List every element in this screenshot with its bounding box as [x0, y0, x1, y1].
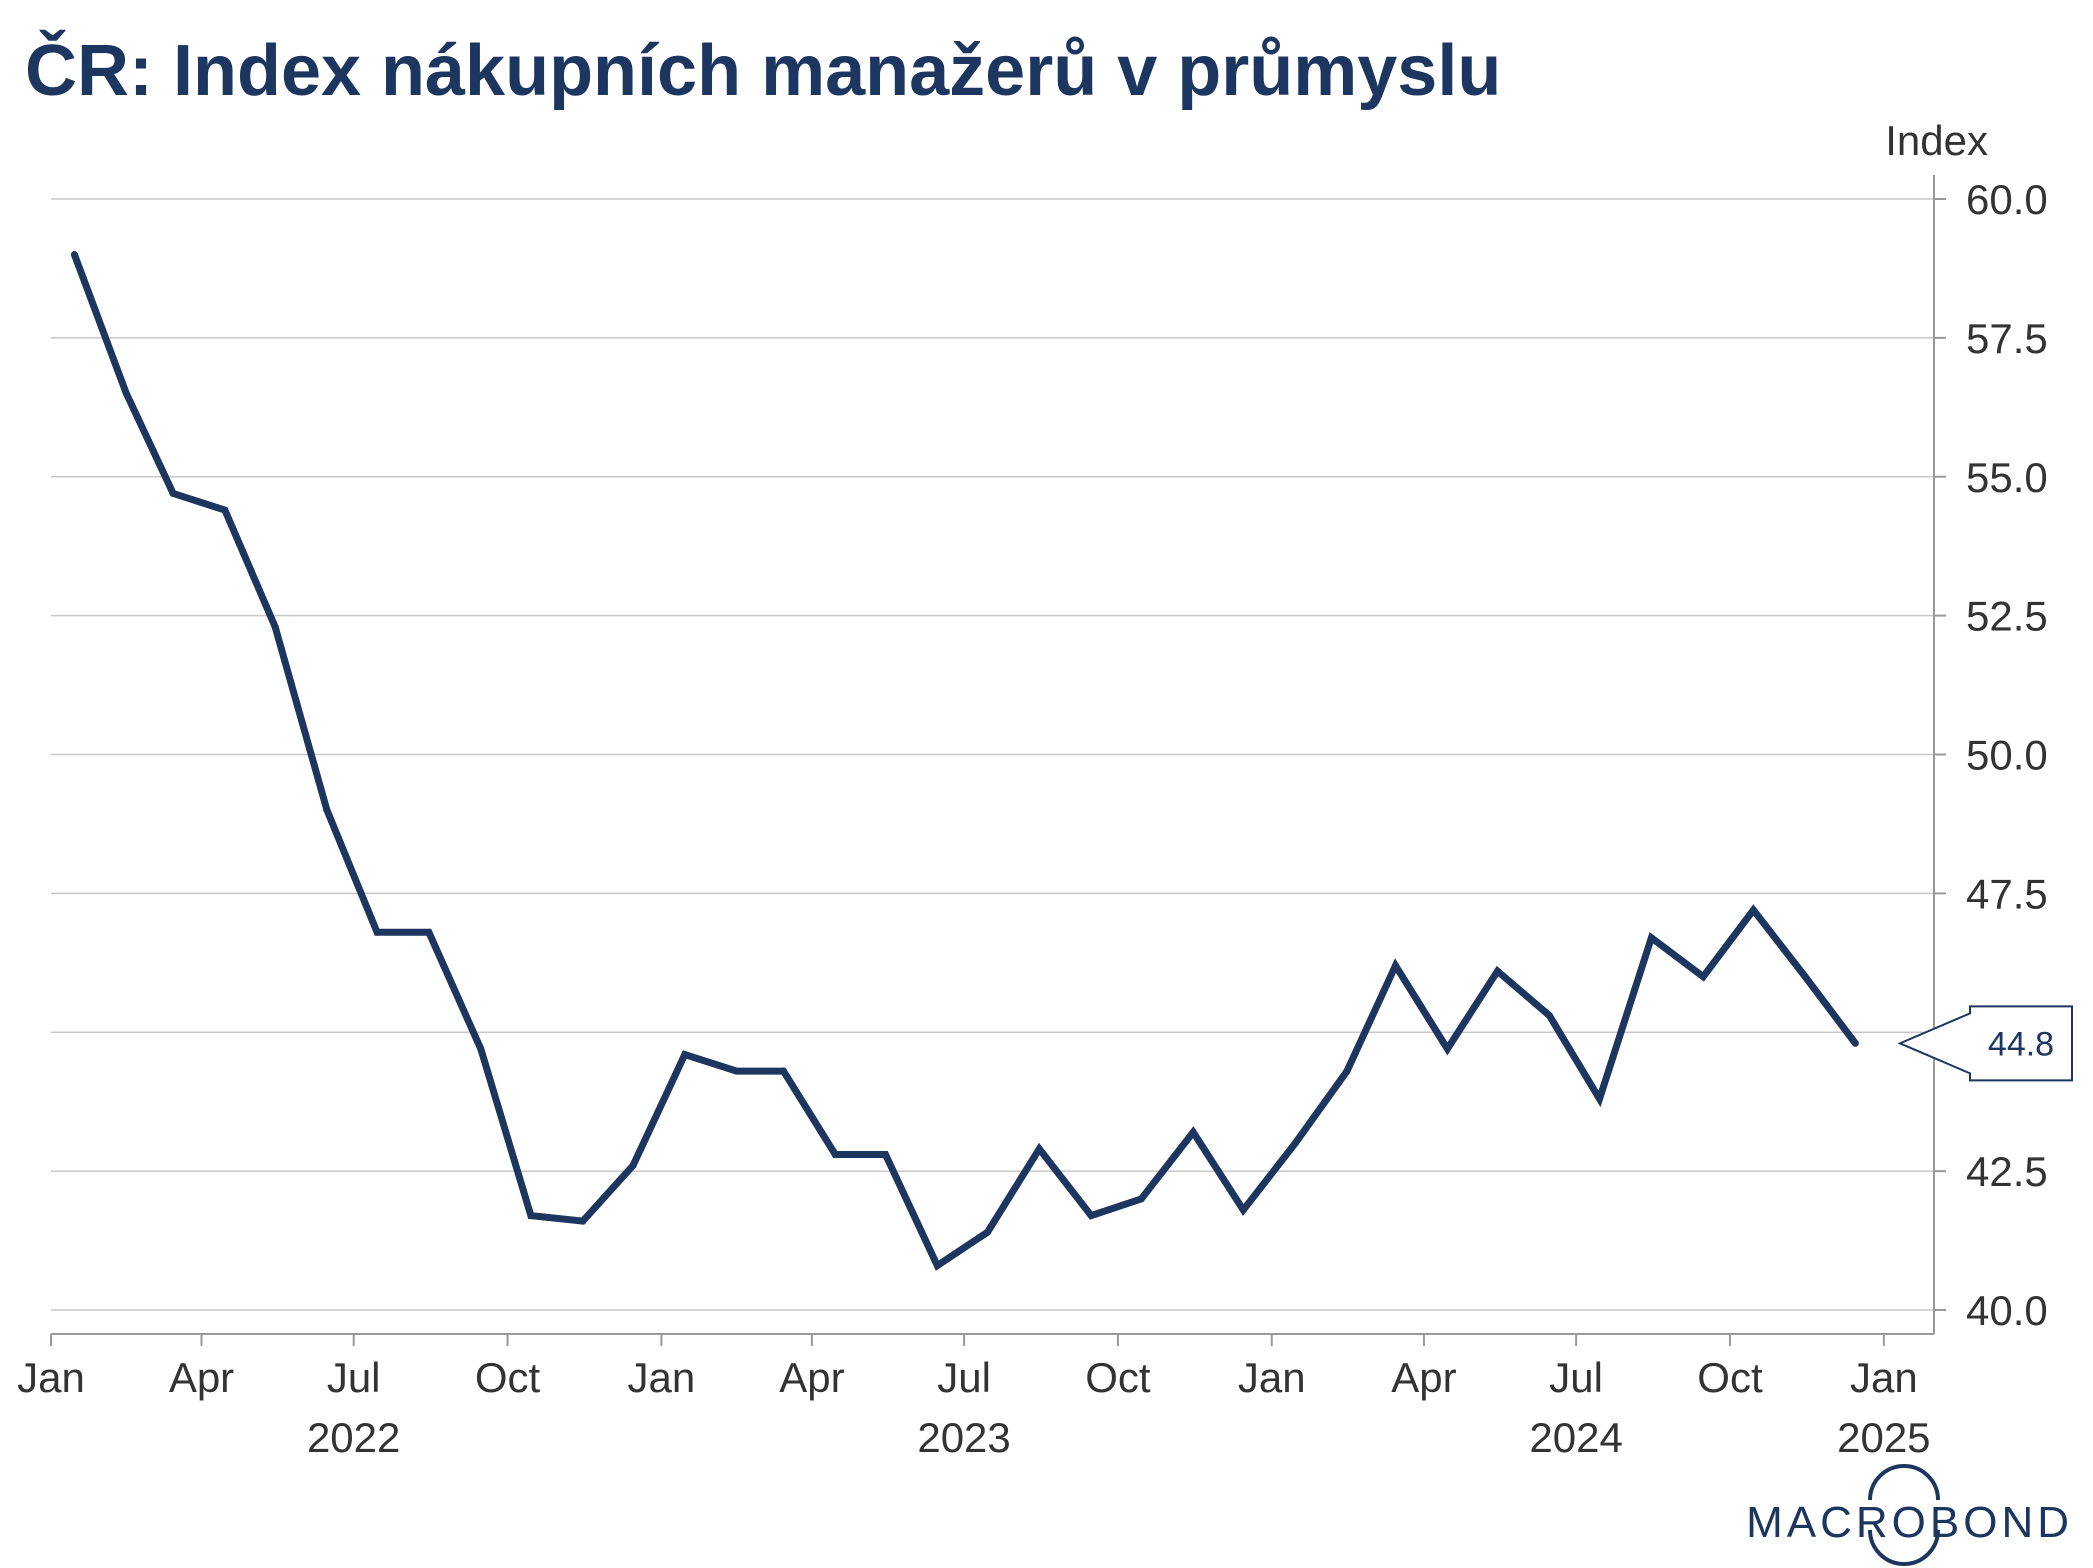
- data-point: [1699, 973, 1707, 981]
- data-point: [1801, 973, 1809, 981]
- data-point: [1189, 1128, 1197, 1136]
- data-point: [1851, 1039, 1859, 1047]
- data-point: [323, 806, 331, 814]
- data-point: [733, 1067, 741, 1075]
- y-tick-label: 42.5: [1966, 1148, 2048, 1195]
- data-point: [681, 1050, 689, 1058]
- data-point: [221, 506, 229, 514]
- x-tick-label: Apr: [1391, 1354, 1456, 1401]
- x-tick-label: Jul: [327, 1354, 381, 1401]
- data-point: [881, 1150, 889, 1158]
- x-year-label: 2024: [1529, 1414, 1622, 1461]
- data-point: [425, 928, 433, 936]
- x-tick-label: Oct: [1085, 1354, 1151, 1401]
- series-line: [71, 253, 1859, 1271]
- data-point: [629, 1162, 637, 1170]
- x-tick-label: Jul: [1549, 1354, 1603, 1401]
- callout-box: [1897, 1005, 2073, 1082]
- x-year-label: 2022: [307, 1414, 400, 1461]
- data-point: [1239, 1206, 1247, 1214]
- data-point: [373, 928, 381, 936]
- x-tick-label: Oct: [475, 1354, 541, 1401]
- data-point: [70, 251, 78, 259]
- data-point: [1087, 1212, 1095, 1220]
- data-point: [527, 1212, 535, 1220]
- x-axis-ticks: Jan Apr Jul Oct Jan Apr Jul Oct Jan Apr Jul Oct Jan 2…: [17, 1354, 1930, 1461]
- x-tick-label: Jan: [628, 1354, 696, 1401]
- data-point: [1291, 1139, 1299, 1147]
- x-tick-label: Apr: [169, 1354, 234, 1401]
- chart-title: ČR: Index nákupních manažerů v průmyslu: [25, 30, 1501, 111]
- data-point: [1137, 1195, 1145, 1203]
- data-point: [579, 1217, 587, 1225]
- y-tick-label: 47.5: [1966, 870, 2048, 917]
- data-point: [1392, 962, 1400, 970]
- y-axis-ticks: 40.042.545.047.550.052.555.057.560.0: [1966, 176, 2048, 1334]
- brand-arc-icon: [1868, 1464, 1940, 1501]
- y-tick-label: 55.0: [1966, 454, 2048, 501]
- data-point: [1343, 1067, 1351, 1075]
- data-point: [933, 1262, 941, 1270]
- x-year-label: 2025: [1837, 1414, 1930, 1461]
- data-point: [1647, 934, 1655, 942]
- macrobond-logo: MACROBOND: [1746, 1464, 2073, 1566]
- data-point: [983, 1228, 991, 1236]
- y-tick-label: 40.0: [1966, 1287, 2048, 1334]
- callout-value: 44.8: [1988, 1025, 2054, 1063]
- data-point: [122, 389, 130, 397]
- x-tick-label: Jul: [937, 1354, 991, 1401]
- brand-text: MACROBOND: [1746, 1498, 2073, 1547]
- data-point: [779, 1067, 787, 1075]
- x-year-label: 2023: [917, 1414, 1010, 1461]
- data-point: [1596, 1095, 1604, 1103]
- data-point: [831, 1150, 839, 1158]
- x-tick-label: Apr: [779, 1354, 844, 1401]
- series-layer: [70, 251, 1859, 1271]
- x-tick-label: Oct: [1697, 1354, 1763, 1401]
- data-point: [169, 489, 177, 497]
- last-value-callout: 44.8: [1897, 1005, 2073, 1082]
- data-point: [1443, 1045, 1451, 1053]
- x-tick-label: Jan: [1238, 1354, 1306, 1401]
- y-tick-label: 50.0: [1966, 732, 2048, 779]
- y-tick-label: 60.0: [1966, 176, 2048, 223]
- data-point: [1749, 906, 1757, 914]
- y-tick-label: 52.5: [1966, 593, 2048, 640]
- data-point: [1545, 1012, 1553, 1020]
- data-point: [271, 623, 279, 631]
- x-tick-label: Jan: [17, 1354, 85, 1401]
- gridlines: [51, 198, 1934, 1311]
- brand-arc-icon: [1868, 1529, 1940, 1566]
- data-point: [1035, 1145, 1043, 1153]
- y-tick-label: 57.5: [1966, 315, 2048, 362]
- y-axis-unit-label: Index: [1885, 117, 1988, 164]
- data-point: [1494, 967, 1502, 975]
- axes: [50, 175, 1946, 1346]
- x-tick-label: Jan: [1850, 1354, 1918, 1401]
- data-point: [477, 1045, 485, 1053]
